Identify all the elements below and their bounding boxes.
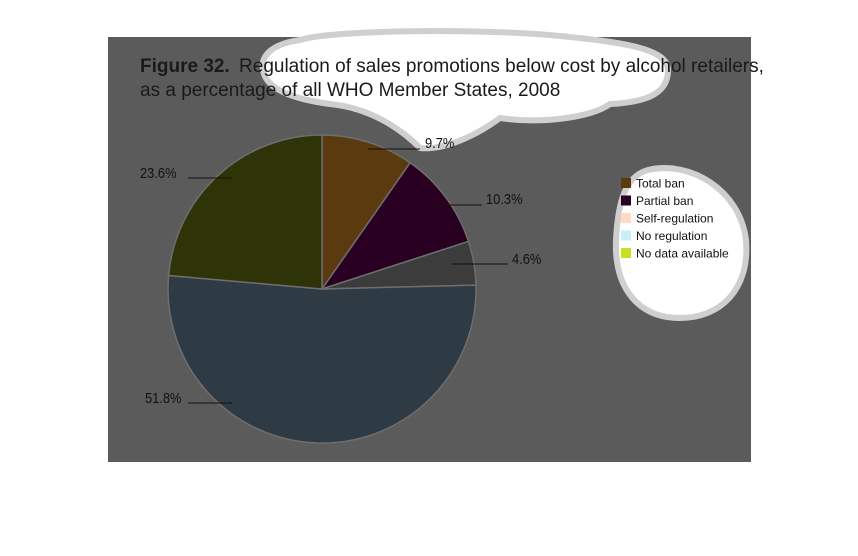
chart-title: Figure 32. Regulation of sales promotion…	[140, 56, 764, 77]
figure-number: Figure 32.	[140, 56, 230, 77]
slice-labels: 9.7% 10.3% 4.6% 51.8% 23.6%	[140, 134, 541, 406]
legend-label: No regulation	[636, 229, 707, 243]
pie-slice-no-data-available	[167, 134, 323, 290]
slice-label: 10.3%	[486, 190, 523, 207]
legend-label: Total ban	[636, 177, 685, 191]
legend-swatch	[621, 248, 631, 258]
legend-swatch	[621, 213, 631, 223]
chart-subtitle: as a percentage of all WHO Member States…	[140, 80, 560, 101]
slice-label: 51.8%	[145, 389, 182, 406]
title-cloud	[259, 28, 672, 152]
title-line-1: Regulation of sales promotions below cos…	[239, 56, 764, 77]
slice-label: 4.6%	[512, 250, 541, 267]
slice-label: 9.7%	[425, 134, 454, 151]
pie-group	[167, 134, 477, 444]
legend-swatch	[621, 195, 631, 206]
title-line-2: as a percentage of all WHO Member States…	[140, 80, 560, 101]
pie-slice-partial-ban	[320, 161, 470, 291]
pie-slice-no-regulation	[167, 274, 477, 444]
legend-label: Partial ban	[636, 194, 693, 208]
legend: Total ban Partial ban Self-regulation No re…	[621, 177, 729, 261]
legend-label: No data available	[636, 247, 729, 261]
legend-swatch	[621, 230, 631, 241]
slice-label: 23.6%	[140, 164, 177, 181]
legend-swatch	[621, 178, 631, 188]
legend-label: Self-regulation	[636, 212, 713, 226]
legend-cloud	[612, 165, 750, 322]
pie-slice-total-ban	[321, 134, 412, 292]
